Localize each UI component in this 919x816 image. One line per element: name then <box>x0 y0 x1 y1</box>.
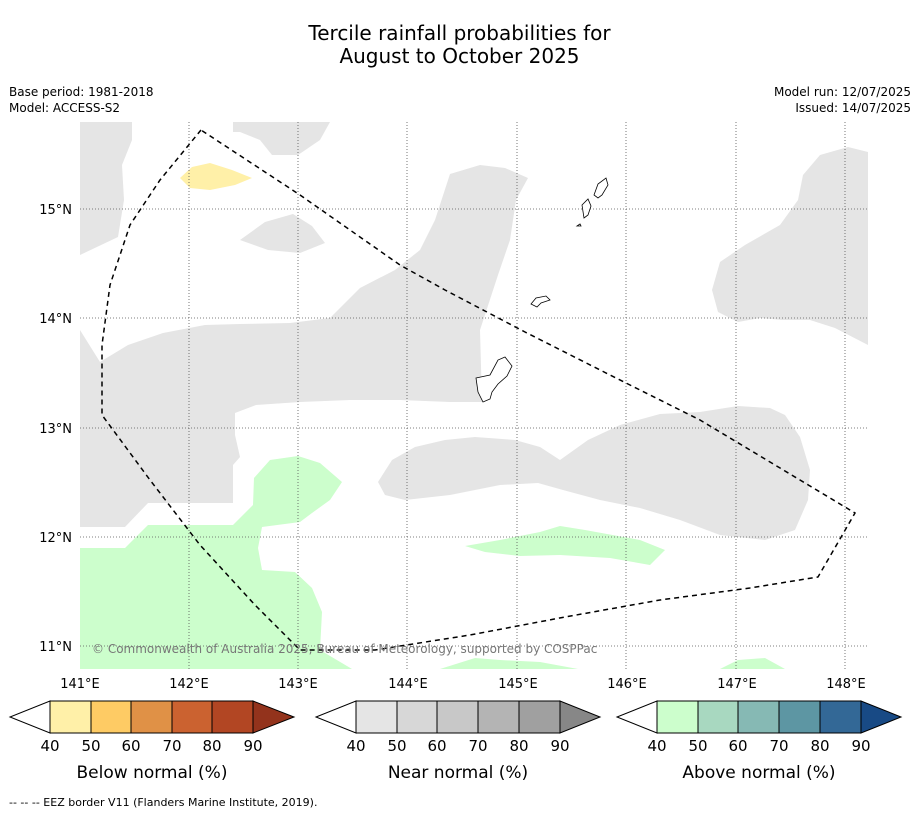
colorbar-tick: 40 <box>346 737 365 755</box>
near-normal-region-nw <box>80 122 132 255</box>
lat-label-14n: 14°N <box>39 312 72 327</box>
lon-label-144e: 144°E <box>388 677 428 692</box>
colorbar-tick: 50 <box>81 737 100 755</box>
longitude-labels: 141°E 142°E 143°E 144°E 145°E 146°E 147°… <box>60 677 866 692</box>
colorbar-high-extension <box>559 700 602 734</box>
colorbar-tick: 90 <box>243 737 262 755</box>
colorbar-below-normal: 40 50 60 70 80 90 Below normal (%) <box>8 700 296 783</box>
lon-label-145e: 145°E <box>498 677 538 692</box>
island-guam <box>475 356 513 403</box>
copyright-text: © Commonwealth of Australia 2025, Bureau… <box>92 642 597 656</box>
colorbar-tick: 70 <box>769 737 788 755</box>
lon-label-146e: 146°E <box>607 677 647 692</box>
lat-label-13n: 13°N <box>39 422 72 437</box>
colorbar-low-extension <box>314 700 357 734</box>
lon-label-143e: 143°E <box>278 677 318 692</box>
island-tinian <box>581 198 592 219</box>
colorbar-tick: 60 <box>121 737 140 755</box>
near-normal-region-south <box>378 406 810 540</box>
island-saipan <box>593 177 609 199</box>
colorbar-swatch <box>778 700 821 734</box>
near-normal-region-central-band <box>80 165 528 527</box>
colorbar-swatch <box>697 700 739 734</box>
colorbar-swatch <box>737 700 780 734</box>
colorbar-high-extension <box>860 700 903 734</box>
lat-label-12n: 12°N <box>39 531 72 546</box>
colorbar-swatch <box>211 700 254 734</box>
colorbar-label-above-normal: Above normal (%) <box>682 763 835 783</box>
colorbar-swatch <box>518 700 561 734</box>
colorbar-label-near-normal: Near normal (%) <box>388 763 528 783</box>
colorbar-swatch <box>819 700 862 734</box>
colorbar-tick: 80 <box>202 737 221 755</box>
colorbar-tick: 90 <box>851 737 870 755</box>
colorbar-tick: 90 <box>550 737 569 755</box>
colorbar-tick: 80 <box>509 737 528 755</box>
colorbar-tick: 70 <box>468 737 487 755</box>
near-normal-region-east <box>712 147 868 345</box>
colorbar-above-normal: 40 50 60 70 80 90 Above normal (%) <box>615 700 903 783</box>
below-normal-region <box>180 163 252 190</box>
near-normal-regions <box>80 122 868 540</box>
colorbar-tick: 60 <box>427 737 446 755</box>
island-aguijan <box>575 223 582 227</box>
lon-label-147e: 147°E <box>717 677 757 692</box>
near-normal-region-north <box>233 122 330 155</box>
map-area: © Commonwealth of Australia 2025, Bureau… <box>80 122 868 669</box>
colorbar-swatch <box>436 700 479 734</box>
model-run: Model run: 12/07/2025 <box>773 85 911 99</box>
colorbar-near-normal: 40 50 60 70 80 90 Near normal (%) <box>314 700 602 783</box>
map-title: Tercile rainfall probabilities for Augus… <box>0 22 919 68</box>
colorbar-label-below-normal: Below normal (%) <box>77 763 228 783</box>
colorbar-tick: 40 <box>40 737 59 755</box>
eez-footnote: -- -- -- EEZ border V11 (Flanders Marine… <box>9 796 318 809</box>
islands <box>475 177 609 403</box>
near-normal-region-north-small <box>240 214 325 253</box>
lat-label-11n: 11°N <box>39 640 72 655</box>
above-normal-region-central <box>465 526 665 565</box>
colorbar-swatch <box>130 700 173 734</box>
colorbar-high-extension <box>252 700 296 734</box>
lat-label-15n: 15°N <box>39 203 72 218</box>
colorbar-swatch <box>49 700 92 734</box>
lon-label-142e: 142°E <box>169 677 209 692</box>
base-period: Base period: 1981-2018 <box>9 85 154 99</box>
meta-right: Model run: 12/07/2025 Issued: 14/07/2025 <box>774 84 911 116</box>
meta-left: Base period: 1981-2018 Model: ACCESS-S2 <box>9 84 154 116</box>
colorbar-swatch <box>171 700 213 734</box>
latitude-labels: 15°N 14°N 13°N 12°N 11°N <box>39 203 72 655</box>
colorbar-tick: 70 <box>162 737 181 755</box>
island-rota <box>530 295 551 308</box>
colorbar-low-extension <box>8 700 51 734</box>
colorbar-tick: 50 <box>387 737 406 755</box>
colorbar-swatch <box>477 700 520 734</box>
colorbar-tick: 40 <box>647 737 666 755</box>
graticule <box>80 122 868 669</box>
colorbar-tick: 60 <box>728 737 747 755</box>
colorbar-low-extension <box>615 700 658 734</box>
title-line-1: Tercile rainfall probabilities for <box>308 21 611 45</box>
lon-label-148e: 148°E <box>826 677 866 692</box>
colorbar-swatch <box>355 700 398 734</box>
above-normal-region-south-2 <box>720 658 785 669</box>
colorbar-tick: 50 <box>688 737 707 755</box>
model-name: Model: ACCESS-S2 <box>9 101 121 115</box>
title-line-2: August to October 2025 <box>339 44 580 68</box>
above-normal-region-south-1 <box>440 658 578 669</box>
lon-label-141e: 141°E <box>60 677 100 692</box>
colorbar-swatch <box>396 700 438 734</box>
colorbar-swatch <box>90 700 132 734</box>
issued-date: Issued: 14/07/2025 <box>795 101 911 115</box>
colorbar-swatch <box>656 700 699 734</box>
colorbar-tick: 80 <box>810 737 829 755</box>
eez-border <box>101 129 857 651</box>
